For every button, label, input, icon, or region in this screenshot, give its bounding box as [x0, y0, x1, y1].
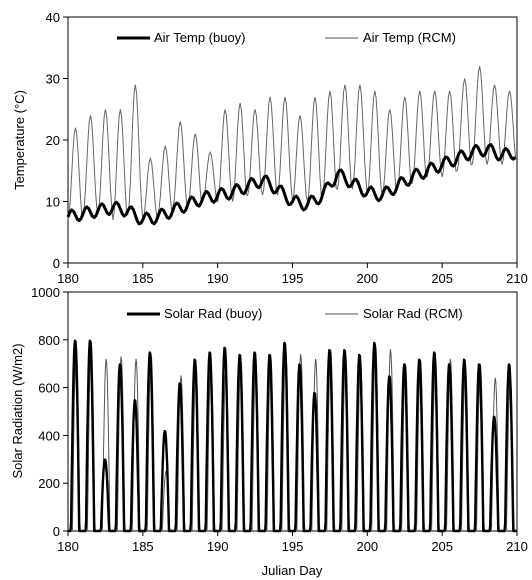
- air-temp-y-axis: 0 10 20 30 40: [46, 10, 68, 271]
- air-temp-panel: 0 10 20 30 40 180 185 190 195 200 205 210 Temperat…: [12, 10, 528, 286]
- temp-y-tick-label: 30: [46, 72, 60, 87]
- temp-x-tick-label: 195: [282, 271, 304, 286]
- legend-label-air-temp-rcm: Air Temp (RCM): [363, 30, 456, 45]
- solar-x-tick-label: 185: [132, 539, 154, 554]
- temp-y-tick-label: 20: [46, 133, 60, 148]
- air-temp-x-axis: 180 185 190 195 200 205 210: [57, 263, 528, 286]
- solar-y-tick-label: 200: [38, 476, 60, 491]
- solar-y-tick-label: 800: [38, 333, 60, 348]
- temp-x-tick-label: 180: [57, 271, 79, 286]
- temp-y-tick-label: 0: [53, 256, 60, 271]
- temp-x-tick-label: 200: [356, 271, 378, 286]
- air-temp-series-group: [66, 66, 517, 226]
- legend-label-air-temp-buoy: Air Temp (buoy): [154, 30, 246, 45]
- solar-x-tick-label: 190: [207, 539, 229, 554]
- solar-y-tick-label: 400: [38, 428, 60, 443]
- solar-y-tick-label: 600: [38, 381, 60, 396]
- temp-x-tick-label: 185: [132, 271, 154, 286]
- solar-rad-y-axis-title: Solar Radiation (W/m2): [10, 343, 25, 478]
- solar-x-tick-label: 195: [282, 539, 304, 554]
- solar-rad-legend: Solar Rad (buoy) Solar Rad (RCM): [127, 306, 463, 321]
- temp-x-tick-label: 190: [207, 271, 229, 286]
- temp-x-tick-label: 205: [431, 271, 453, 286]
- temp-y-tick-label: 10: [46, 195, 60, 210]
- solar-rad-buoy-line: [67, 339, 518, 533]
- air-temp-buoy-line: [66, 143, 517, 226]
- legend-label-solar-rad-buoy: Solar Rad (buoy): [164, 306, 262, 321]
- solar-x-tick-label: 180: [57, 539, 79, 554]
- solar-y-tick-label: 0: [53, 524, 60, 539]
- temp-y-tick-label: 40: [46, 10, 60, 25]
- x-axis-title: Julian Day: [262, 563, 323, 578]
- temp-x-tick-label: 210: [506, 271, 528, 286]
- air-temp-y-axis-title: Temperature (°C): [12, 90, 27, 190]
- solar-rad-series-group: [67, 339, 518, 533]
- solar-x-tick-label: 200: [356, 539, 378, 554]
- solar-rad-x-axis: 180 185 190 195 200 205 210: [57, 531, 528, 554]
- air-temp-legend: Air Temp (buoy) Air Temp (RCM): [117, 30, 456, 45]
- solar-y-tick-label: 1000: [31, 285, 60, 300]
- solar-x-tick-label: 205: [431, 539, 453, 554]
- solar-x-tick-label: 210: [506, 539, 528, 554]
- legend-label-solar-rad-rcm: Solar Rad (RCM): [363, 306, 463, 321]
- solar-rad-y-axis: 0 200 400 600 800 1000: [31, 285, 68, 539]
